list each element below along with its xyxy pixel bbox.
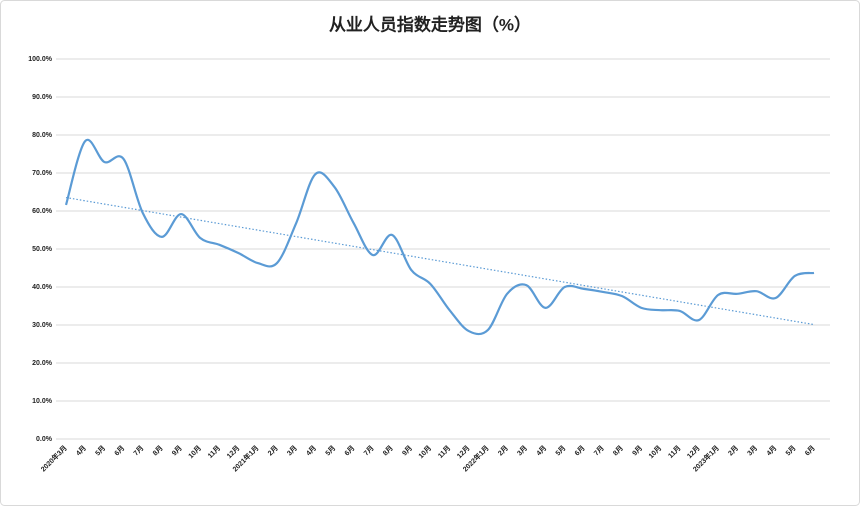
trendline bbox=[65, 196, 815, 326]
y-tick-label: 90.0% bbox=[32, 94, 53, 101]
y-tick-label: 0.0% bbox=[36, 436, 53, 443]
line bbox=[64, 138, 815, 336]
y-tick-label: 60.0% bbox=[32, 208, 53, 215]
y-tick-label: 20.0% bbox=[32, 360, 53, 367]
chart-title: 从业人员指数走势图（%） bbox=[329, 14, 531, 34]
y-tick-label: 80.0% bbox=[32, 132, 53, 139]
y-tick-label: 30.0% bbox=[32, 322, 53, 329]
y-tick-label: 50.0% bbox=[32, 246, 53, 253]
y-tick-label: 70.0% bbox=[32, 170, 53, 177]
y-tick-label: 10.0% bbox=[32, 398, 53, 405]
y-tick-label: 100.0% bbox=[28, 56, 53, 63]
y-tick-label: 40.0% bbox=[32, 284, 53, 291]
